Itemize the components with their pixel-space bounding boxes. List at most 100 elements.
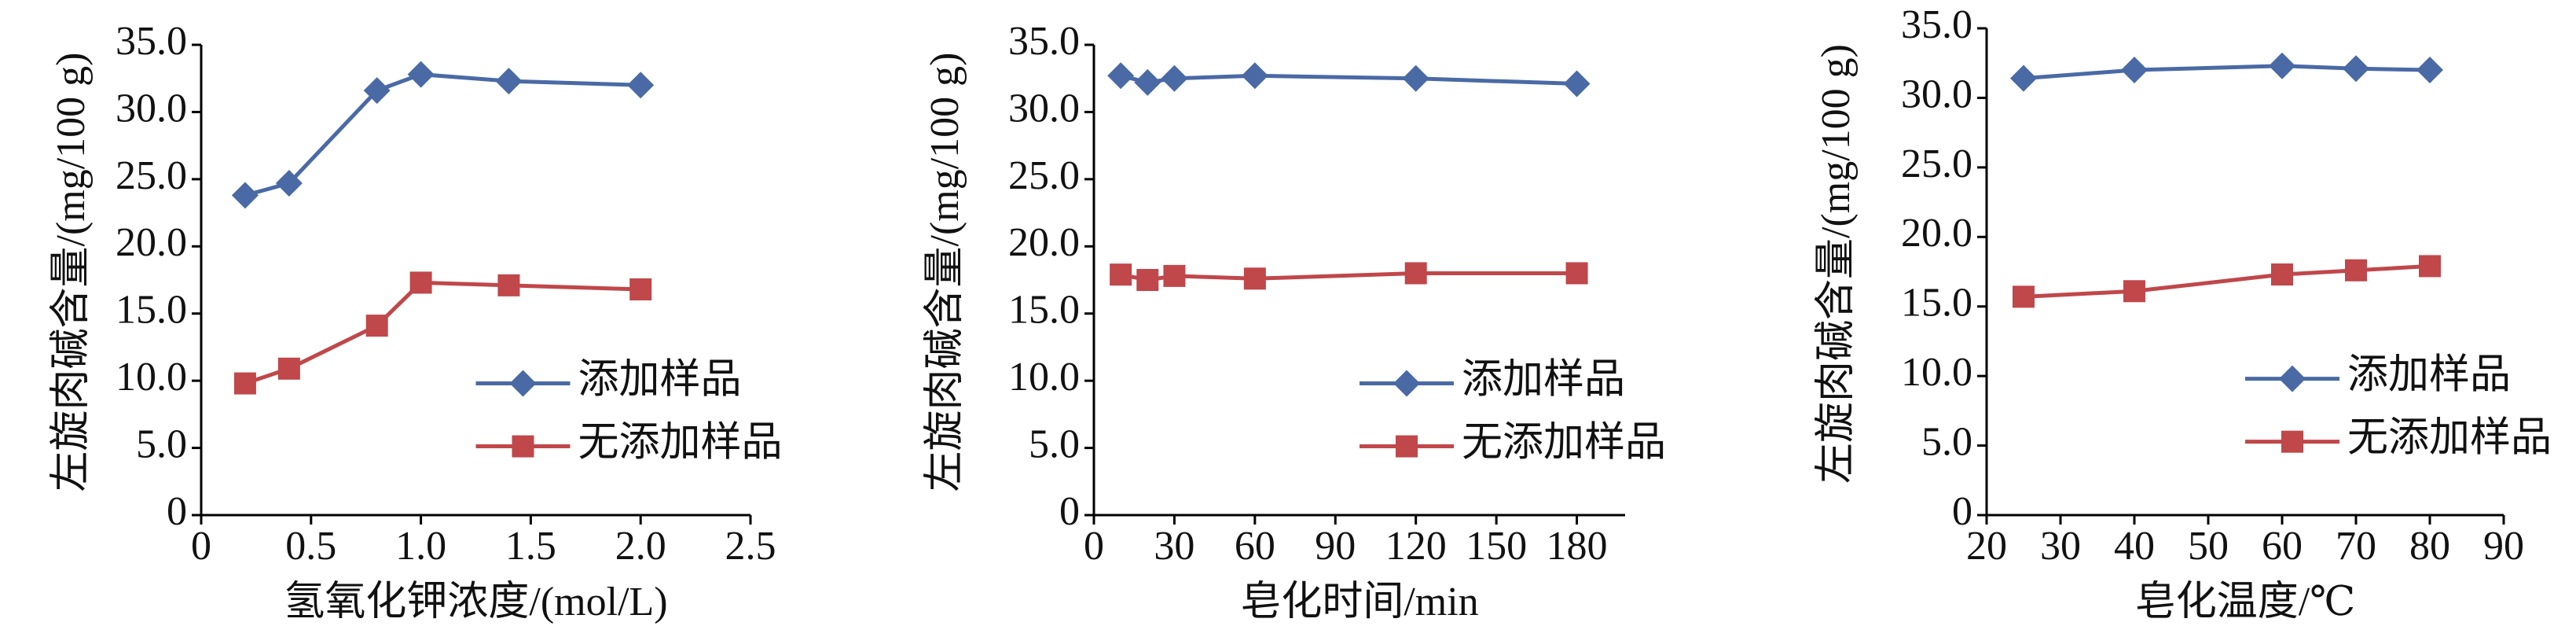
- legend-label: 添加样品: [1462, 357, 1625, 402]
- y-tick-label: 15.0: [116, 288, 187, 333]
- marker: [512, 435, 534, 458]
- y-tick-label: 35.0: [116, 19, 187, 64]
- legend-label: 无添加样品: [2347, 416, 2552, 461]
- x-tick-label: 2.5: [725, 524, 776, 569]
- x-axis-label: 氢氧化钾浓度/(mol/L): [284, 580, 667, 624]
- y-tick-label: 0: [1059, 489, 1080, 534]
- marker: [1134, 68, 1161, 96]
- x-tick-label: 90: [1315, 524, 1356, 569]
- y-tick-label: 35.0: [1901, 2, 1972, 47]
- marker: [1563, 70, 1591, 98]
- marker: [509, 370, 537, 397]
- y-tick-label: 30.0: [1901, 72, 1972, 116]
- marker: [1161, 64, 1188, 92]
- marker: [1136, 269, 1159, 291]
- x-tick-label: 70: [2336, 524, 2376, 569]
- series-line: [2023, 263, 2431, 299]
- series-line: [1120, 271, 1577, 282]
- x-tick-label: 0: [191, 524, 211, 569]
- marker: [275, 169, 303, 197]
- legend-label: 无添加样品: [578, 420, 783, 465]
- y-tick-label: 10.0: [116, 355, 187, 400]
- y-tick-label: 10.0: [1008, 355, 1080, 400]
- y-axis-label: 左旋肉碱含量/(mg/100 g): [1814, 44, 1859, 484]
- y-tick-label: 30.0: [116, 86, 187, 131]
- marker: [627, 72, 655, 99]
- legend-label: 无添加样品: [1462, 420, 1666, 465]
- x-tick-label: 1.5: [505, 524, 556, 569]
- y-tick-label: 25.0: [1008, 153, 1080, 198]
- series-line: [2023, 64, 2431, 81]
- x-tick-label: 60: [1235, 524, 1275, 569]
- marker: [363, 77, 391, 105]
- marker: [1404, 262, 1427, 285]
- marker: [1163, 264, 1186, 287]
- x-axis-label: 皂化温度/℃: [2135, 580, 2356, 624]
- y-tick-label: 5.0: [136, 422, 187, 467]
- y-tick-label: 35.0: [1008, 19, 1080, 64]
- legend-label: 添加样品: [578, 357, 742, 402]
- legend-label: 添加样品: [2347, 353, 2511, 398]
- marker: [233, 372, 256, 395]
- x-tick-label: 120: [1385, 524, 1447, 569]
- marker: [2343, 55, 2369, 83]
- marker: [365, 315, 388, 337]
- marker: [495, 68, 523, 95]
- marker: [2279, 365, 2306, 392]
- marker: [2416, 57, 2443, 84]
- x-tick-label: 40: [2114, 524, 2155, 569]
- marker: [2123, 280, 2145, 303]
- marker: [1396, 435, 1418, 458]
- y-tick-label: 20.0: [1901, 211, 1972, 256]
- marker: [1565, 262, 1588, 285]
- marker: [1110, 263, 1132, 286]
- marker: [277, 357, 300, 380]
- x-tick-label: 180: [1547, 524, 1608, 569]
- y-tick-label: 0: [167, 489, 187, 534]
- marker: [2269, 52, 2295, 79]
- marker: [1402, 64, 1429, 92]
- marker: [231, 182, 259, 209]
- y-tick-label: 10.0: [1901, 350, 1972, 395]
- y-tick-label: 25.0: [116, 153, 187, 198]
- x-tick-label: 30: [2040, 524, 2081, 569]
- x-tick-label: 80: [2409, 524, 2450, 569]
- x-axis-label: 皂化时间/min: [1240, 580, 1478, 624]
- marker: [2271, 263, 2293, 286]
- y-tick-label: 15.0: [1008, 288, 1080, 333]
- y-axis-label: 左旋肉碱含量/(mg/100 g): [49, 53, 94, 492]
- x-tick-label: 150: [1466, 524, 1527, 569]
- x-tick-label: 50: [2188, 524, 2229, 569]
- y-tick-label: 15.0: [1901, 281, 1972, 326]
- x-tick-label: 60: [2262, 524, 2303, 569]
- y-tick-label: 20.0: [1008, 220, 1080, 265]
- marker: [497, 274, 520, 296]
- marker: [2121, 57, 2148, 84]
- marker: [2419, 255, 2441, 278]
- x-tick-label: 0: [1084, 524, 1104, 569]
- x-tick-label: 0.5: [285, 524, 336, 569]
- marker: [2281, 430, 2303, 453]
- y-tick-label: 30.0: [1008, 86, 1080, 131]
- marker: [1243, 267, 1266, 290]
- marker: [1241, 62, 1268, 90]
- x-tick-label: 2.0: [615, 524, 666, 569]
- y-tick-label: 20.0: [116, 220, 187, 265]
- y-tick-label: 5.0: [1029, 422, 1080, 467]
- marker: [409, 271, 432, 294]
- series-line: [244, 72, 641, 197]
- marker: [2345, 259, 2367, 282]
- y-tick-label: 25.0: [1901, 142, 1972, 186]
- marker: [1393, 370, 1420, 397]
- y-tick-label: 5.0: [1921, 420, 1972, 465]
- x-tick-label: 90: [2483, 524, 2524, 569]
- series-line: [1120, 73, 1577, 87]
- x-tick-label: 1.0: [395, 524, 446, 569]
- y-tick-label: 0: [1952, 489, 1972, 534]
- x-tick-label: 30: [1154, 524, 1194, 569]
- marker: [629, 278, 652, 300]
- marker: [1107, 62, 1135, 90]
- x-tick-label: 20: [1966, 524, 2007, 569]
- marker: [2013, 285, 2035, 308]
